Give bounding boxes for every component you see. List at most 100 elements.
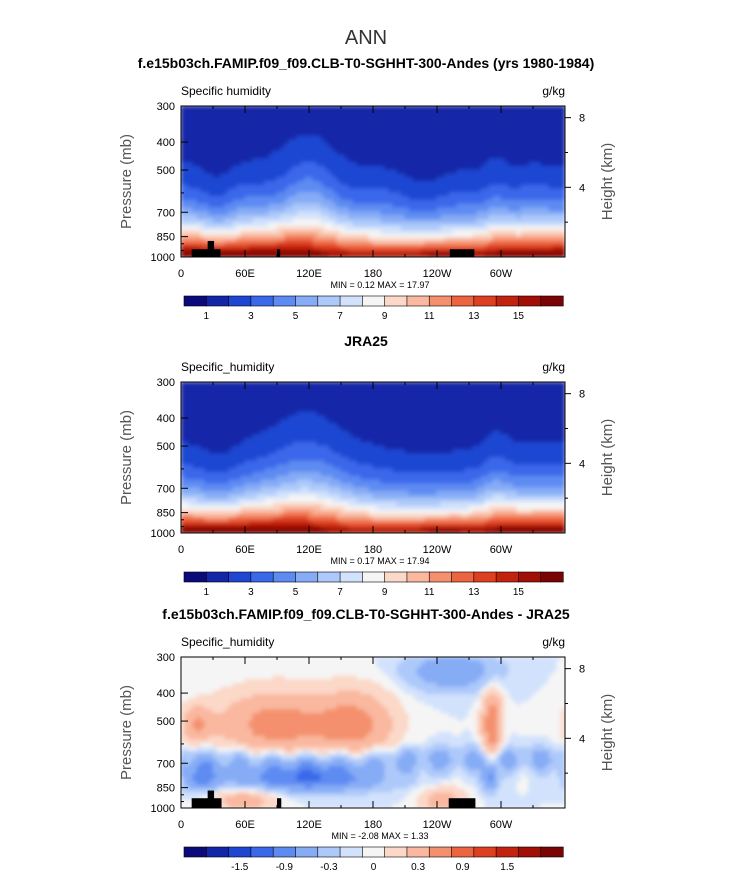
colorbar-swatch [384,571,408,583]
colorbar-swatch [473,295,497,307]
colorbar-label: 5 [293,311,299,322]
colorbar-swatch [362,571,386,583]
x-tick-label: 180 [364,544,382,556]
y-tick-label: 300 [157,101,175,113]
x-tick-label: 120W [423,544,452,556]
y-tick-label: 1000 [151,803,175,815]
y-axis-title: Pressure (mb) [118,134,135,229]
colorbar-swatch [272,295,297,307]
colorbar-label: 13 [468,587,480,598]
y-axis-title-right: Height (km) [599,694,616,772]
colorbar-swatch [451,295,475,307]
field-label: Specific_humidity [181,360,274,374]
colorbar-swatch [250,571,274,583]
colorbar-swatch [518,846,542,858]
colorbar-swatch [518,571,542,583]
y-tick-label: 400 [157,413,175,425]
colorbar-swatch [272,846,297,858]
colorbar-label: 1.5 [500,862,514,872]
x-tick-label: 0 [178,544,184,556]
terrain-block [277,798,282,808]
x-tick-label: 0 [178,268,184,280]
units-label: g/kg [542,635,565,649]
colorbar-swatch [339,846,363,858]
x-tick-label: 120W [423,268,452,280]
terrain-block [466,249,475,257]
colorbar-swatch [428,571,453,583]
right-tick-label: 4 [579,733,585,745]
right-tick-label: 8 [579,113,585,125]
contour-field [181,382,565,533]
right-tick-label: 4 [579,458,585,470]
colorbar-swatch [205,295,230,307]
terrain-block [277,249,281,257]
colorbar-swatch [228,846,252,858]
right-tick-label: 4 [579,182,585,194]
colorbar-swatch [384,295,408,307]
colorbar-swatch [473,846,497,858]
stats-text: MIN = 0.17 MAX = 17.94 [330,556,429,566]
right-tick-label: 8 [579,389,585,401]
colorbar-swatch [451,846,475,858]
colorbar-label: 9 [382,311,388,322]
colorbar-label: 0.9 [456,862,470,872]
colorbar-swatch [495,571,520,583]
panel-1: f.e15b03ch.FAMIP.f09_f09.CLB-T0-SGHHT-30… [118,55,616,322]
panel-3: f.e15b03ch.FAMIP.f09_f09.CLB-T0-SGHHT-30… [118,606,616,872]
stats-text: MIN = -2.08 MAX = 1.33 [331,831,428,841]
colorbar-swatch [183,295,207,307]
colorbar-label: -0.3 [320,862,338,872]
x-tick-label: 60W [490,268,513,280]
colorbar-swatch [339,571,363,583]
colorbar-swatch [317,846,341,858]
x-tick-label: 120W [423,819,452,831]
colorbar-swatch [428,295,453,307]
stats-text: MIN = 0.12 MAX = 17.97 [330,280,429,290]
y-tick-label: 1000 [151,252,175,264]
colorbar-label: 11 [424,311,435,322]
colorbar-label: 1 [204,587,210,598]
colorbar-swatch [540,571,564,583]
colorbar-swatch [250,846,274,858]
x-tick-label: 60W [490,819,513,831]
terrain-block [449,249,467,257]
y-axis-title-right: Height (km) [599,419,616,497]
colorbar-swatch [540,846,564,858]
colorbar-label: -1.5 [231,862,249,872]
terrain-block [448,798,476,808]
x-tick-label: 60E [235,268,255,280]
y-axis-title-right: Height (km) [599,143,616,221]
colorbar: -1.5 -0.9 -0.3 0 0.3 0.9 1.5 [183,846,564,872]
terrain-block [191,798,222,808]
colorbar-swatch [339,295,363,307]
colorbar-label: 11 [424,587,435,598]
colorbar-label: 15 [513,311,525,322]
colorbar-label: -0.9 [276,862,294,872]
x-tick-label: 120E [296,268,322,280]
colorbar-swatch [495,846,520,858]
units-label: g/kg [542,360,565,374]
field-label: Specific_humidity [181,635,274,649]
colorbar-swatch [406,846,430,858]
colorbar-label: 13 [468,311,480,322]
colorbar-swatch [183,846,207,858]
y-tick-label: 850 [157,232,175,244]
colorbar-swatch [362,846,386,858]
colorbar-label: 1 [204,311,210,322]
colorbar-swatch [228,571,252,583]
colorbar-label: 5 [293,587,299,598]
terrain-block [207,240,215,257]
main-title: ANN [345,27,387,49]
contour-field [181,657,565,808]
colorbar-swatch [205,846,230,858]
colorbar-swatch [295,846,319,858]
y-tick-label: 500 [157,165,175,177]
colorbar-swatch [473,571,497,583]
panel-2: JRA25 Specific_humidity g/kg 0 60E 120E 180 120… [118,333,616,598]
colorbar-swatch [317,571,341,583]
y-tick-label: 850 [157,508,175,520]
colorbar-swatch [205,571,230,583]
colorbar-swatch [317,295,341,307]
colorbar-swatch [272,571,297,583]
